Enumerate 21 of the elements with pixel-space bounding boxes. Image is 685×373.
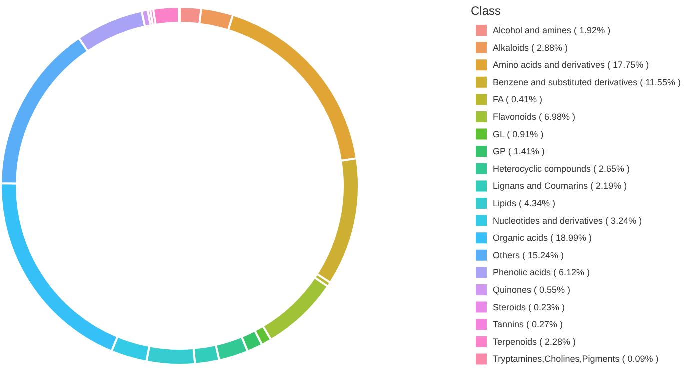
legend-label: Alcohol and amines ( 1.92% )	[493, 26, 611, 36]
legend-label: Lipids ( 4.34% )	[493, 198, 556, 208]
legend-label: Benzene and substituted derivatives ( 11.55% )	[493, 77, 681, 88]
legend-label: Tryptamines,Cholines,Pigments ( 0.09% )	[493, 354, 659, 364]
legend-label: Alkaloids ( 2.88% )	[493, 42, 568, 53]
legend-label: Tannins ( 0.27% )	[493, 320, 564, 330]
legend-label: GP ( 1.41% )	[493, 146, 545, 157]
legend-label: Flavonoids ( 6.98% )	[493, 112, 576, 122]
legend-label: Lignans and Coumarins ( 2.19% )	[493, 181, 628, 192]
legend-title: Class	[471, 4, 502, 18]
legend-label: Steroids ( 0.23% )	[493, 302, 566, 312]
legend-label: Organic acids ( 18.99% )	[493, 233, 592, 244]
legend-label: Amino acids and derivatives ( 17.75% )	[493, 60, 650, 70]
legend-label: FA ( 0.41% )	[493, 94, 543, 105]
legend-label: Nucleotides and derivatives ( 3.24% )	[493, 216, 642, 226]
legend-label: Others ( 15.24% )	[493, 250, 564, 260]
legend-label: Terpenoids ( 2.28% )	[493, 336, 576, 347]
legend-label: Heterocyclic compounds ( 2.65% )	[493, 164, 630, 174]
legend-label: Quinones ( 0.55% )	[493, 285, 571, 295]
legend-label: GL ( 0.91% )	[493, 129, 544, 140]
legend-label: Phenolic acids ( 6.12% )	[493, 268, 590, 278]
